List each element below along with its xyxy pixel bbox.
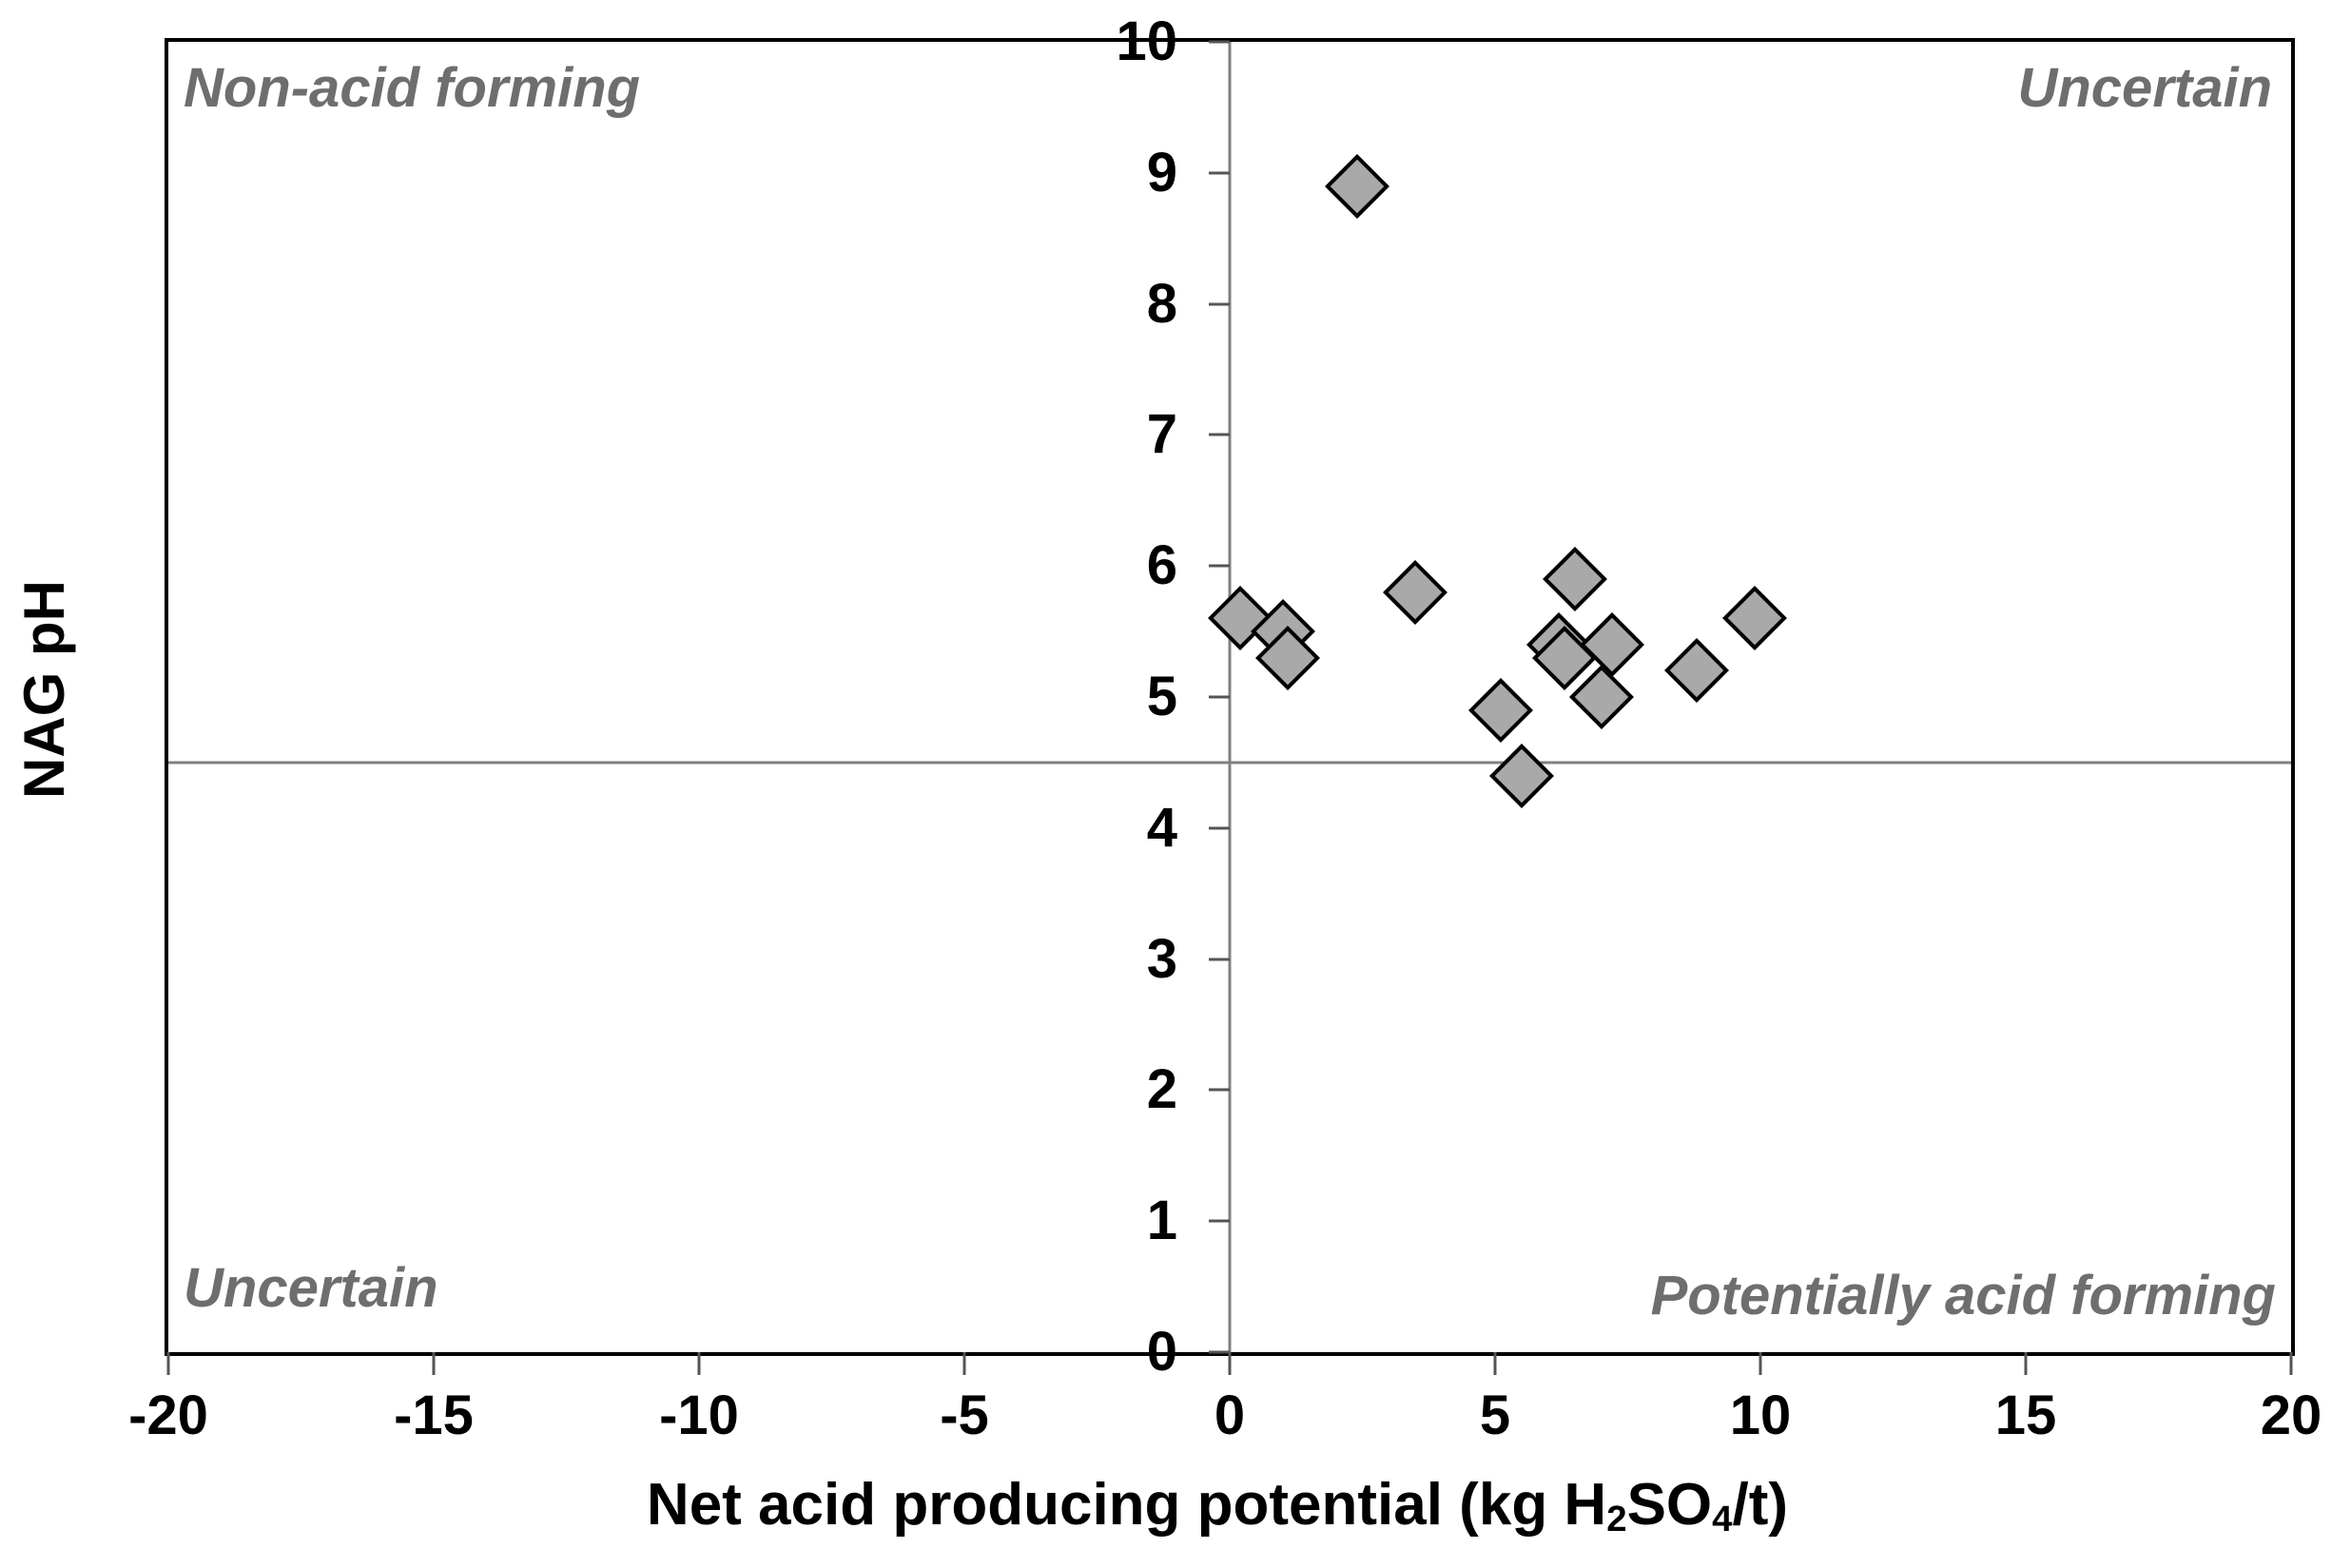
x-tick-mark <box>2024 1352 2028 1375</box>
quadrant-label-top-right: Uncertain <box>2017 57 2272 119</box>
x-tick-label: 20 <box>2260 1384 2322 1446</box>
y-tick-mark <box>1209 1219 1230 1223</box>
data-point-diamond <box>1579 611 1644 677</box>
data-point-diamond <box>1467 677 1533 743</box>
data-point-diamond <box>1542 547 1607 611</box>
y-tick-label: 0 <box>1146 1321 1177 1383</box>
y-tick-label: 3 <box>1146 927 1177 990</box>
x-tick-label: 15 <box>1994 1384 2057 1446</box>
x-tick-label: 5 <box>1479 1384 1511 1446</box>
y-tick-label: 4 <box>1146 796 1177 859</box>
y-tick-label: 7 <box>1146 403 1177 466</box>
x-axis-title-text: /t) <box>1732 1472 1789 1538</box>
y-tick-mark <box>1209 171 1230 175</box>
data-point-diamond <box>1488 743 1554 808</box>
y-tick-mark <box>1209 1350 1230 1354</box>
plot-area: 0 1 2 3 4 5 6 7 8 9 10 -20 -15 -10 -5 0 5 10 15 20 Non-aci… <box>128 14 2322 1443</box>
data-point-diamond <box>1383 559 1448 625</box>
x-tick-mark <box>1228 1352 1232 1375</box>
x-tick-mark <box>2289 1352 2293 1375</box>
y-tick-label: 8 <box>1146 272 1177 335</box>
data-point-diamond <box>1722 586 1788 651</box>
y-tick-mark <box>1209 302 1230 306</box>
x-tick-mark <box>697 1352 701 1375</box>
x-zero-axis-line <box>1228 42 1232 1352</box>
x-tick-label: -5 <box>940 1384 989 1446</box>
x-tick-label: 10 <box>1729 1384 1792 1446</box>
quadrant-label-bottom-right: Potentially acid forming <box>1650 1265 2276 1326</box>
y-tick-mark <box>1209 1088 1230 1092</box>
y-tick-label: 9 <box>1146 141 1177 203</box>
data-point-diamond <box>1664 638 1729 704</box>
quadrant-label-bottom-left: Uncertain <box>184 1257 438 1319</box>
x-tick-mark <box>962 1352 966 1375</box>
x-tick-label: -10 <box>659 1384 739 1446</box>
x-axis-title-subscript: 4 <box>1712 1498 1733 1539</box>
y-tick-mark <box>1209 433 1230 436</box>
data-point-diamond <box>1324 153 1389 219</box>
y-axis-title: NAG pH <box>12 580 76 799</box>
y-tick-mark <box>1209 958 1230 961</box>
x-tick-mark <box>166 1352 170 1375</box>
y-tick-label: 10 <box>1116 10 1177 72</box>
x-axis-title-subscript: 2 <box>1606 1498 1627 1539</box>
x-tick-label: -15 <box>394 1384 474 1446</box>
x-tick-mark <box>432 1352 436 1375</box>
y-tick-mark <box>1209 40 1230 44</box>
x-tick-mark <box>1758 1352 1762 1375</box>
ph-threshold-line <box>168 761 2291 765</box>
y-tick-label: 2 <box>1146 1058 1177 1121</box>
x-tick-label: 0 <box>1214 1384 1246 1446</box>
y-tick-mark <box>1209 826 1230 830</box>
x-axis-title-text: SO <box>1626 1472 1713 1538</box>
y-tick-label: 1 <box>1146 1190 1177 1252</box>
x-tick-mark <box>1493 1352 1497 1375</box>
x-axis-title: Net acid producing potential (kg H2SO4/t… <box>647 1476 1788 1538</box>
y-tick-mark <box>1209 695 1230 699</box>
x-tick-label: -20 <box>128 1384 208 1446</box>
y-tick-label: 6 <box>1146 534 1177 597</box>
quadrant-label-top-left: Non-acid forming <box>184 57 641 119</box>
y-tick-mark <box>1209 564 1230 568</box>
y-tick-label: 5 <box>1146 666 1177 727</box>
x-axis-title-text: Net acid producing potential (kg H <box>646 1472 1607 1538</box>
